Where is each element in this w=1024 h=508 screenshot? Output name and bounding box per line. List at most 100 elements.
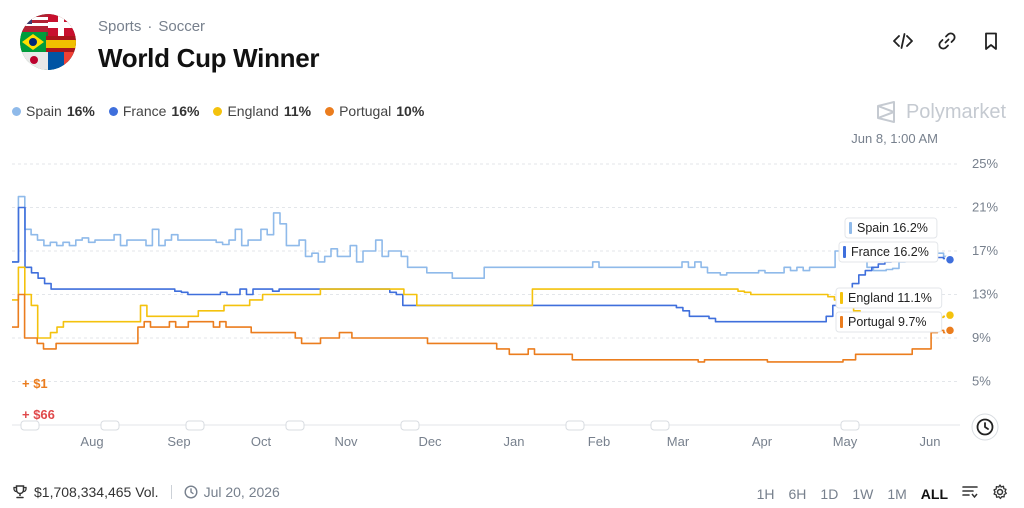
end-label-text: England 11.1%: [848, 291, 932, 305]
x-tick-label: Dec: [418, 434, 442, 449]
header-actions: [892, 30, 1002, 52]
legend-item-france[interactable]: France 16%: [108, 103, 200, 119]
polymarket-logo-icon: [876, 101, 895, 123]
market-stats: $1,708,334,465 Vol. Jul 20, 2026: [12, 484, 280, 500]
range-button-1h[interactable]: 1H: [756, 485, 775, 502]
x-tick-label: Aug: [80, 434, 103, 449]
x-tick-label: Feb: [588, 434, 610, 449]
series-line-spain: [12, 195, 951, 279]
clock-icon: [184, 485, 198, 499]
breadcrumb-category[interactable]: Sports: [98, 18, 142, 35]
series-end-dot-france: [944, 254, 956, 265]
event-marker: [400, 420, 420, 431]
end-label-box: [844, 217, 938, 239]
series-line-portugal: [12, 293, 951, 363]
end-label-swatch: [849, 222, 852, 234]
trade-annotations: + $1 + $66: [22, 376, 55, 422]
event-marker: [840, 420, 860, 431]
chart-grid: [12, 163, 960, 426]
x-tick-label: Apr: [752, 434, 773, 449]
x-tick-label: May: [833, 434, 858, 449]
end-label-swatch: [840, 316, 843, 328]
end-label-box: [838, 241, 939, 263]
range-button-6h[interactable]: 6H: [788, 485, 807, 502]
clock-icon: [976, 418, 994, 436]
event-marker: [20, 420, 40, 431]
bookmark-icon: [985, 32, 997, 50]
end-label-france: France 16.2%: [838, 241, 939, 263]
code-icon: [893, 33, 913, 49]
legend-name: England: [227, 103, 279, 119]
x-tick-label: Oct: [251, 434, 272, 449]
series-end-dot-portugal: [944, 325, 956, 336]
x-tick-label: Jun: [920, 434, 941, 449]
world-cup-ball-icon: [20, 14, 76, 70]
price-chart[interactable]: 25% 21% 17% 13% 9% 5% Aug Sep Oct Nov Dec Jan Feb Ma…: [0, 150, 1024, 450]
breadcrumb-separator: ·: [147, 18, 153, 35]
trade-annotation: + $66: [22, 407, 55, 422]
trade-annotation: + $1: [22, 376, 48, 391]
y-tick-label: 21%: [972, 200, 998, 215]
settings-button[interactable]: [992, 484, 1008, 503]
legend-value: 11%: [283, 103, 312, 119]
series-line-england: [12, 266, 951, 339]
filter-button[interactable]: [962, 485, 978, 502]
embed-button[interactable]: [892, 30, 914, 52]
legend-item-england[interactable]: England 11%: [213, 103, 311, 119]
end-label-swatch: [840, 292, 843, 304]
x-tick-label: Jan: [504, 434, 525, 449]
range-button-1d[interactable]: 1D: [820, 485, 839, 502]
chart-footer: $1,708,334,465 Vol. Jul 20, 2026 1H 6H 1D 1…: [0, 478, 1024, 508]
y-tick-label: 9%: [972, 330, 991, 345]
volume-text: $1,708,334,465 Vol.: [34, 484, 159, 500]
x-tick-label: Nov: [334, 434, 358, 449]
series-end-dot-england: [944, 309, 956, 321]
series-end-labels: Spain 16.2% France 16.2% England 11.1% Port…: [835, 217, 943, 333]
time-travel-button[interactable]: [971, 413, 999, 441]
legend-item-spain[interactable]: Spain 16%: [12, 103, 95, 119]
legend-dot: [325, 106, 335, 116]
polymarket-watermark: Polymarket: [874, 100, 1006, 124]
legend-value: 16%: [171, 103, 200, 119]
chart-legend: Spain 16% France 16% England 11% Portugal 10%: [12, 103, 424, 119]
end-label-swatch: [843, 246, 846, 258]
chart-series: [12, 195, 956, 363]
y-axis: 25% 21% 17% 13% 9% 5%: [972, 156, 998, 389]
range-button-all[interactable]: ALL: [920, 485, 948, 502]
event-marker: [285, 420, 305, 431]
page-title: World Cup Winner: [98, 43, 320, 73]
legend-item-portugal[interactable]: Portugal 10%: [325, 103, 424, 119]
market-header: Sports · Soccer World Cup Winner: [0, 0, 1024, 90]
event-marker: [565, 420, 585, 431]
x-tick-label: Mar: [667, 434, 690, 449]
gear-icon: [993, 484, 1007, 500]
range-button-1m[interactable]: 1M: [887, 485, 907, 502]
end-label-text: France 16.2%: [851, 245, 929, 259]
legend-dot: [213, 106, 223, 116]
event-marker: [185, 420, 205, 431]
market-image: [20, 14, 76, 70]
breadcrumb: Sports · Soccer: [98, 18, 205, 35]
legend-name: France: [122, 103, 167, 119]
x-tick-label: Sep: [167, 434, 190, 449]
stats-divider: [170, 485, 172, 499]
legend-value: 16%: [66, 103, 95, 119]
filter-icon: [962, 486, 978, 499]
end-label-box: [835, 311, 943, 333]
range-button-1w[interactable]: 1W: [852, 485, 874, 502]
end-label-text: Spain 16.2%: [857, 221, 928, 235]
legend-dot: [108, 106, 118, 116]
bookmark-button[interactable]: [980, 30, 1002, 52]
x-axis: Aug Sep Oct Nov Dec Jan Feb Mar Apr May Jun: [20, 420, 941, 449]
time-range-selector: 1H 6H 1D 1W 1M ALL: [757, 484, 1008, 503]
end-label-box: [835, 287, 943, 309]
y-tick-label: 5%: [972, 374, 991, 389]
legend-dot: [12, 106, 21, 116]
end-date-text: Jul 20, 2026: [203, 484, 280, 500]
y-tick-label: 17%: [972, 243, 998, 258]
breadcrumb-subcategory[interactable]: Soccer: [158, 18, 206, 35]
legend-value: 10%: [396, 103, 425, 119]
end-label-text: Portugal 9.7%: [848, 315, 927, 329]
end-label-england: England 11.1%: [835, 287, 943, 309]
copy-link-button[interactable]: [936, 30, 958, 52]
